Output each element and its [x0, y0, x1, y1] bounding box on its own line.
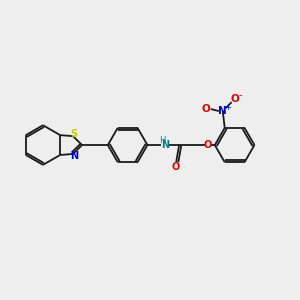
Text: N: N: [161, 140, 169, 150]
Text: S: S: [70, 129, 77, 139]
Text: H: H: [159, 136, 166, 145]
Text: +: +: [224, 103, 231, 112]
Text: N: N: [70, 152, 78, 161]
Text: O: O: [202, 104, 210, 114]
Text: O: O: [171, 162, 179, 172]
Text: N: N: [218, 106, 227, 116]
Text: O: O: [204, 140, 212, 150]
Text: O: O: [230, 94, 239, 104]
Text: -: -: [239, 90, 242, 100]
